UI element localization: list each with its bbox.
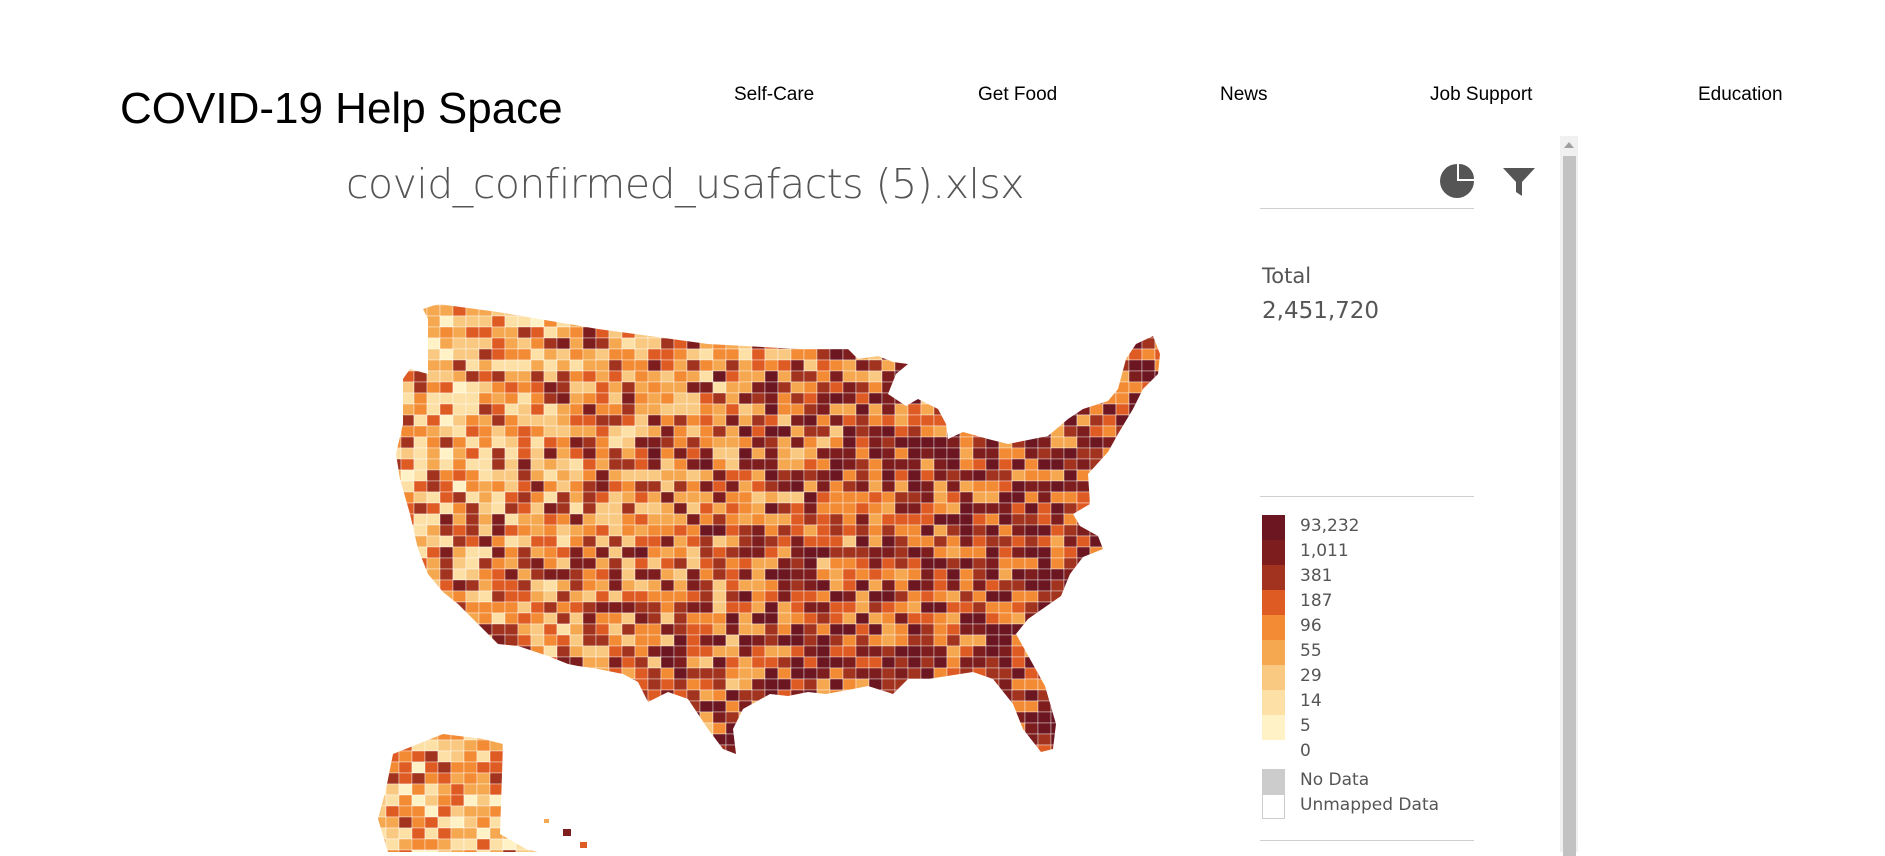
nav-link-get-food[interactable]: Get Food	[978, 84, 1058, 105]
legend-label: 96	[1300, 616, 1322, 636]
legend-swatch	[1262, 740, 1285, 765]
legend-swatch	[1262, 540, 1285, 565]
legend-swatch	[1262, 590, 1285, 615]
legend-label: 29	[1300, 666, 1322, 686]
divider	[1260, 496, 1474, 497]
legend-swatch	[1262, 690, 1285, 715]
legend-swatch	[1262, 665, 1285, 690]
legend-swatch	[1262, 615, 1285, 640]
legend-swatch	[1262, 794, 1285, 819]
legend-label: 5	[1300, 716, 1311, 736]
legend-label: 1,011	[1300, 541, 1349, 561]
filter-icon[interactable]	[1500, 162, 1538, 200]
legend-swatch	[1262, 715, 1285, 740]
visualization-title: covid_confirmed_usafacts (5).xlsx	[346, 160, 1025, 208]
total-value: 2,451,720	[1262, 298, 1380, 324]
legend-label: 14	[1300, 691, 1322, 711]
legend-label: 55	[1300, 641, 1322, 661]
scrollbar-thumb[interactable]	[1563, 156, 1576, 856]
visualization-panel: covid_confirmed_usafacts (5).xlsx	[340, 136, 1558, 852]
legend-label: 381	[1300, 566, 1333, 586]
total-label: Total	[1262, 264, 1312, 288]
legend-label: No Data	[1300, 770, 1370, 790]
vertical-scrollbar[interactable]	[1560, 136, 1578, 856]
divider	[1260, 840, 1474, 841]
site-title: COVID-19 Help Space	[120, 84, 563, 133]
legend-label: Unmapped Data	[1300, 795, 1440, 815]
legend-swatch	[1262, 515, 1285, 540]
nav-link-news[interactable]: News	[1220, 84, 1268, 105]
us-choropleth-map[interactable]	[348, 274, 1268, 852]
legend-label: 187	[1300, 591, 1333, 611]
pie-chart-icon[interactable]	[1438, 162, 1476, 200]
legend-swatch	[1262, 640, 1285, 665]
nav-link-education[interactable]: Education	[1698, 84, 1783, 105]
nav-link-job-support[interactable]: Job Support	[1430, 84, 1533, 105]
legend-swatch	[1262, 565, 1285, 590]
scroll-up-arrow-icon[interactable]	[1564, 142, 1574, 148]
legend-swatch	[1262, 769, 1285, 794]
legend-label: 0	[1300, 741, 1311, 761]
divider	[1260, 208, 1474, 209]
nav-link-self-care[interactable]: Self-Care	[734, 84, 815, 105]
legend-label: 93,232	[1300, 516, 1360, 536]
